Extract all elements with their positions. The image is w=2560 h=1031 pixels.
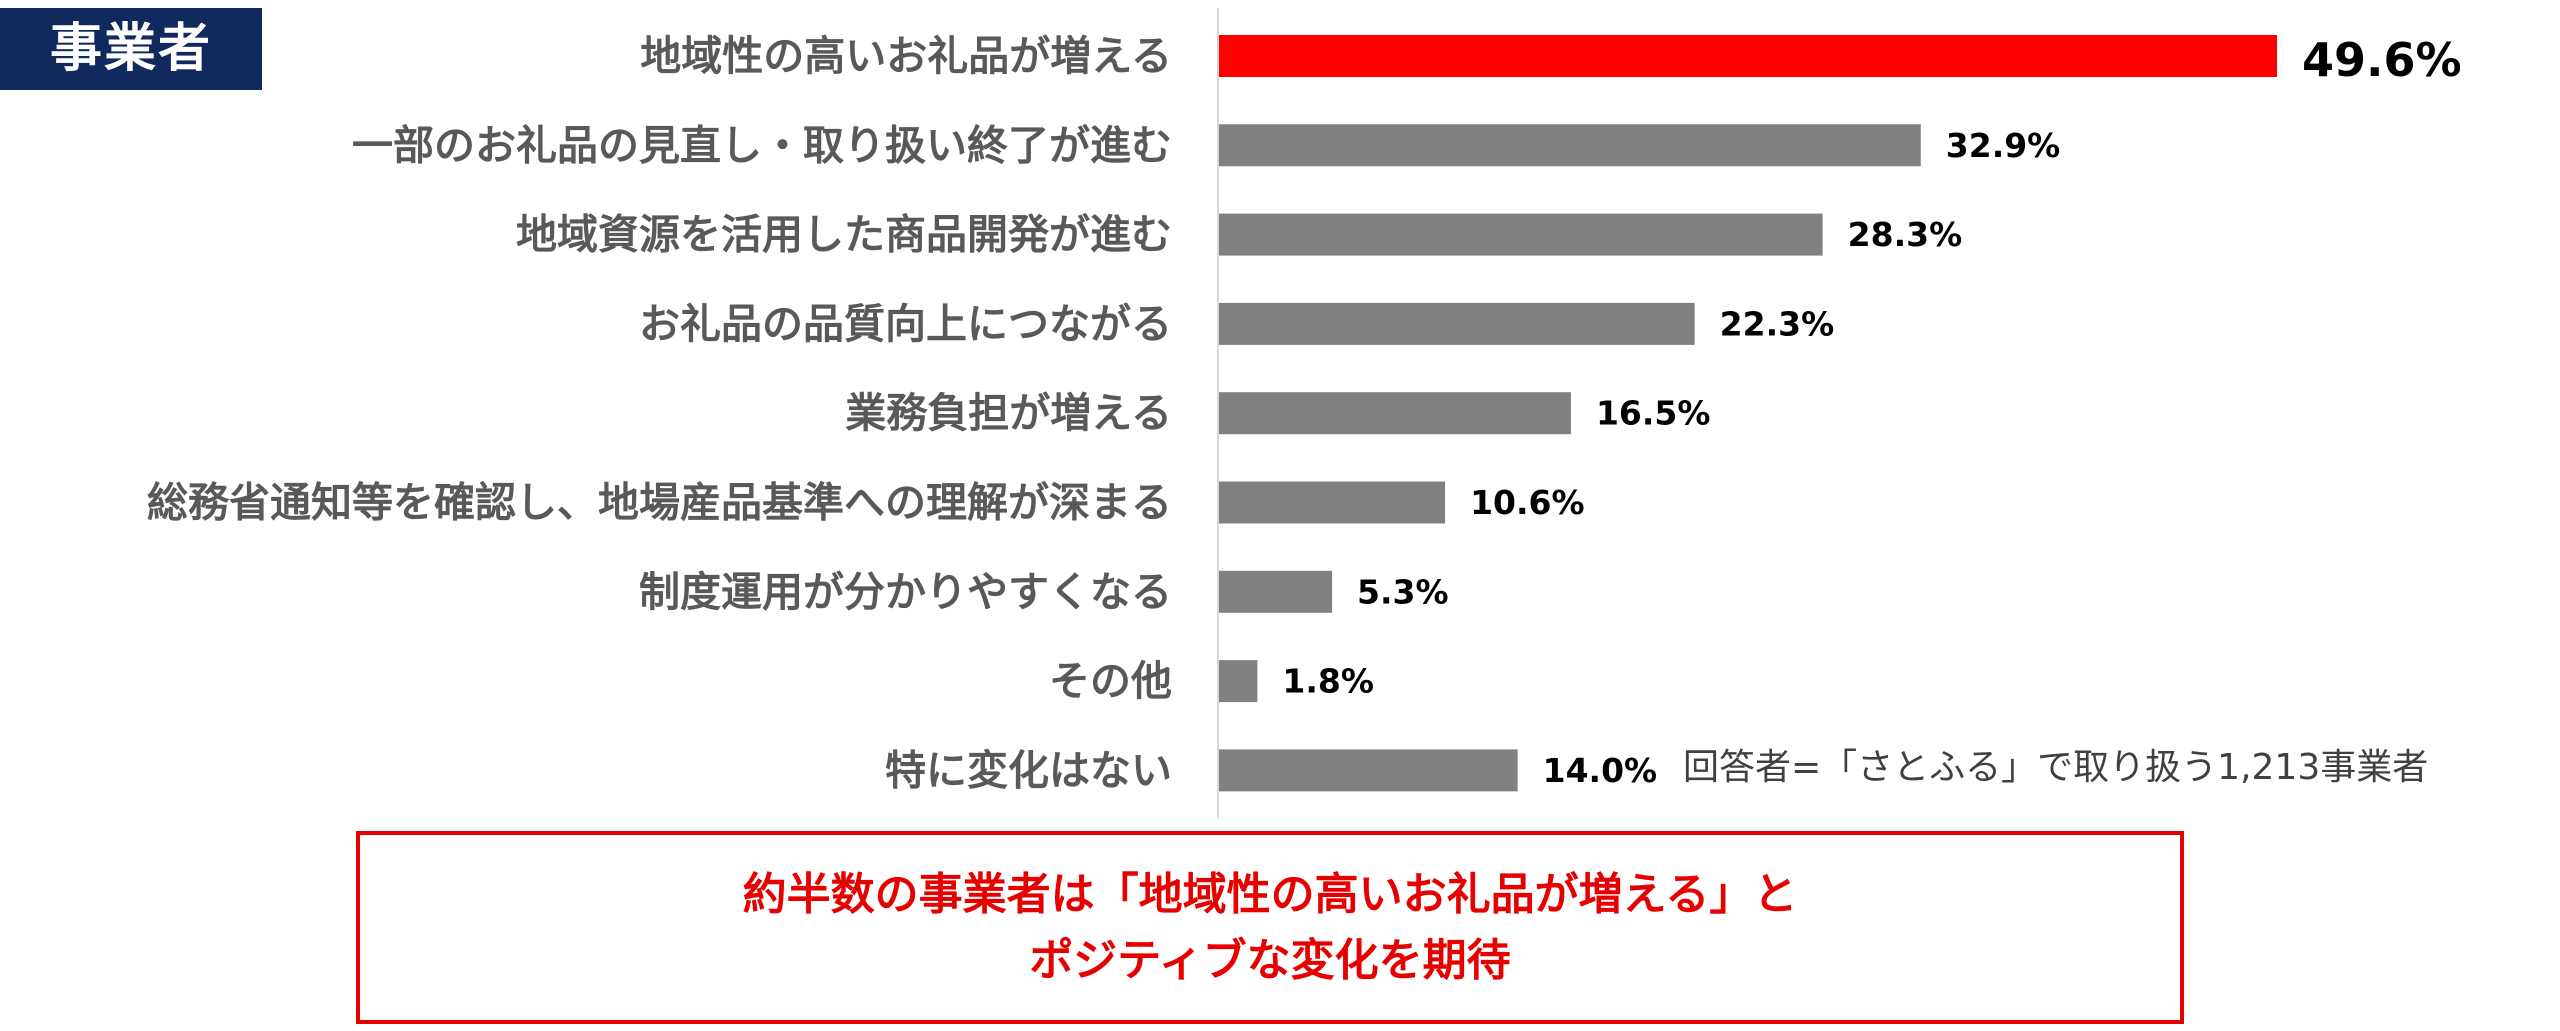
bar-chart: 地域性の高いお礼品が増える 49.6% 一部のお礼品の見直し・取り扱い終了が進む 32… xyxy=(147,8,2462,818)
category-label: 総務省通知等を確認し、地場産品基準への理解が深まる xyxy=(147,479,1172,527)
value-label: 49.6% xyxy=(2302,33,2462,87)
category-label: お礼品の品質向上につながる xyxy=(639,300,1172,348)
value-label: 32.9% xyxy=(1946,126,2061,165)
bar-highlight xyxy=(1219,35,2277,77)
category-label: 一部のお礼品の見直し・取り扱い終了が進む xyxy=(352,121,1172,169)
bar xyxy=(1219,302,1695,345)
summary-callout: 約半数の事業者は「地域性の高いお礼品が増える」と ポジティブな変化を期待 xyxy=(356,831,2184,1024)
value-label: 16.5% xyxy=(1596,394,1711,433)
category-label: 地域性の高いお礼品が増える xyxy=(640,32,1172,80)
category-label: 業務負担が増える xyxy=(845,389,1172,437)
category-label: 地域資源を活用した商品開発が進む xyxy=(516,211,1172,259)
bar xyxy=(1219,124,1921,167)
value-label: 22.3% xyxy=(1720,304,1835,343)
value-label: 10.6% xyxy=(1470,483,1585,522)
bar xyxy=(1219,392,1571,435)
value-label: 1.8% xyxy=(1282,662,1374,701)
bar xyxy=(1219,660,1258,703)
category-label: その他 xyxy=(1049,657,1172,705)
callout-line-1: 約半数の事業者は「地域性の高いお礼品が増える」と xyxy=(742,868,1798,920)
bar xyxy=(1219,570,1333,613)
bar xyxy=(1219,749,1518,792)
callout-line-2: ポジティブな変化を期待 xyxy=(1029,934,1511,986)
value-label: 28.3% xyxy=(1848,215,1963,254)
category-label: 特に変化はない xyxy=(885,746,1172,794)
value-label: 14.0% xyxy=(1543,751,1658,790)
badge-label: 事業者 xyxy=(49,19,212,79)
category-label: 制度運用が分かりやすくなる xyxy=(639,568,1172,616)
bar xyxy=(1219,481,1446,524)
value-label: 5.3% xyxy=(1357,572,1449,611)
respondent-note: 回答者=「さとふる」で取り扱う1,213事業者 xyxy=(1683,747,2429,788)
respondent-group-badge: 事業者 xyxy=(0,8,262,90)
bar xyxy=(1219,213,1823,256)
